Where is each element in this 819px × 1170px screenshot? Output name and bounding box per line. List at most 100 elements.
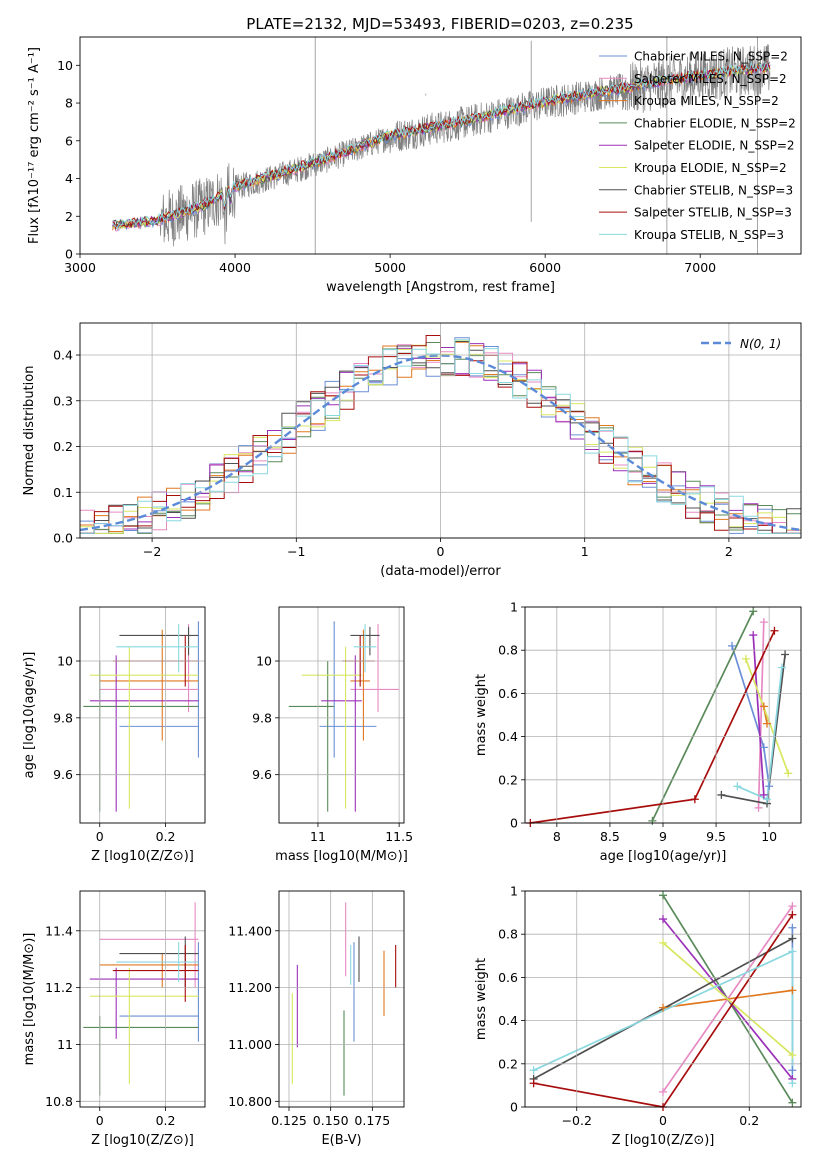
x-tick-label: 11 [310, 829, 326, 844]
y-axis-label: Normed distribution [22, 366, 37, 496]
weight-point-marker [659, 915, 667, 924]
weight-point-marker [788, 1079, 797, 1088]
weight-point-marker [763, 719, 772, 728]
y-tick-label: 9.8 [252, 710, 272, 725]
legend-label: Kroupa ELODIE, N_SSP=2 [634, 161, 787, 175]
model-spectrum-line [112, 60, 771, 231]
x-tick-label: 1 [581, 544, 589, 559]
weight-point-marker [754, 803, 763, 812]
chart-mass_vs_Z: 0 0.2 10.8 11 11.2 11.4 Z [log10(Z/Z⊙)] mass [l… [22, 890, 206, 1148]
x-tick-label: 0.2 [156, 1113, 176, 1128]
weight-point-marker [733, 782, 742, 791]
x-tick-label: 8 [553, 829, 561, 844]
axes-frame [524, 606, 802, 824]
y-tick-label: 0.4 [498, 729, 518, 744]
x-tick-label: 0 [96, 1113, 104, 1128]
observed-spectrum [112, 44, 771, 247]
x-tick-label: 3000 [64, 260, 96, 275]
weight-point-marker [659, 1087, 667, 1096]
weight-point-marker [717, 790, 726, 799]
x-tick-label: 8.5 [600, 829, 620, 844]
y-tick-label: 10.800 [228, 1094, 272, 1109]
plot-area [83, 621, 199, 812]
y-tick-label: 0.2 [53, 439, 73, 454]
weight-series-line [752, 635, 765, 795]
y-tick-label: 9.6 [53, 767, 73, 782]
y-tick-label: 0.2 [498, 1056, 518, 1071]
x-axis-label: E(B-V) [321, 1133, 361, 1148]
weight-series-line [530, 630, 776, 823]
legend-label: Kroupa MILES, N_SSP=2 [634, 94, 779, 108]
y-axis-label: Flux [fλ10⁻¹⁷ erg cm⁻² s⁻¹ A⁻¹] [27, 47, 42, 244]
y-tick-label: 1 [510, 600, 518, 615]
y-tick-label: 10 [57, 654, 73, 669]
y-tick-label: 11.000 [228, 1037, 272, 1052]
axes-frame [79, 890, 206, 1108]
weight-point-marker [781, 650, 790, 659]
residual-histogram-series [80, 339, 801, 534]
legend-label: Salpeter MILES, N_SSP=2 [634, 72, 787, 86]
y-tick-label: 0.2 [498, 772, 518, 787]
y-axis-label: mass weight [474, 674, 489, 756]
weight-point-marker [777, 663, 786, 672]
weight-point-marker [529, 1066, 538, 1075]
axes-frame [278, 606, 405, 824]
axes-frame [79, 606, 206, 824]
weight-point-marker [728, 641, 736, 650]
weight-point-marker [759, 743, 768, 752]
x-axis-label: Z [log10(Z/Z⊙)] [91, 849, 194, 864]
x-tick-label: 6000 [529, 260, 561, 275]
x-tick-label: 0.125 [271, 1113, 307, 1128]
y-tick-label: 1 [510, 884, 518, 899]
y-tick-label: 11 [57, 1037, 73, 1052]
x-tick-label: 10 [761, 829, 777, 844]
weight-point-marker [788, 902, 797, 911]
weight-point-marker [788, 934, 797, 943]
weight-point-marker [741, 654, 750, 663]
legend-label: Salpeter ELODIE, N_SSP=2 [634, 139, 795, 153]
y-tick-label: 11.2 [45, 980, 73, 995]
weight-point-marker [788, 986, 797, 995]
weight-point-marker [770, 626, 779, 635]
weight-point-marker [788, 1098, 797, 1107]
weight-point-marker [648, 816, 657, 825]
y-tick-label: 0 [65, 247, 73, 262]
plot-area [291, 902, 397, 1096]
y-axis-label: mass [log10(M/M⊙)] [22, 933, 37, 1066]
legend-label: Salpeter STELIB, N_SSP=3 [634, 206, 792, 220]
x-tick-label: 5000 [374, 260, 406, 275]
y-tick-label: 0.8 [498, 643, 518, 658]
x-axis-label: (data-model)/error [380, 564, 501, 579]
x-axis-label: Z [log10(Z/Z⊙)] [91, 1133, 194, 1148]
y-tick-label: 10 [57, 58, 73, 73]
y-tick-label: 0 [510, 816, 518, 831]
legend-label: N(0, 1) [740, 337, 781, 351]
y-tick-label: 10 [256, 654, 272, 669]
y-tick-label: 2 [65, 209, 73, 224]
y-tick-label: 0.6 [498, 970, 518, 985]
x-tick-label: 9 [659, 829, 667, 844]
chart-weight_vs_Z: −0.2 0 0.2 0 0.2 0.4 0.6 0.8 1 Z [log10(Z/Z⊙)] mas… [474, 884, 802, 1148]
y-tick-label: 0 [510, 1100, 518, 1115]
x-axis-label: Z [log10(Z/Z⊙)] [612, 1133, 715, 1148]
x-tick-label: 0 [96, 829, 104, 844]
y-tick-label: 11.200 [228, 980, 272, 995]
x-tick-label: 0.175 [354, 1113, 390, 1128]
x-tick-label: 11.5 [385, 829, 413, 844]
weight-point-marker [788, 1051, 797, 1060]
x-axis-label: age [log10(age/yr)] [600, 849, 727, 864]
x-tick-label: −1 [287, 544, 305, 559]
weight-point-marker [788, 923, 797, 932]
y-tick-label: 0.1 [53, 485, 73, 500]
axes-frame [278, 890, 405, 1108]
y-tick-label: 0.6 [498, 686, 518, 701]
x-tick-label: −2 [143, 544, 161, 559]
x-tick-label: 0.2 [156, 829, 176, 844]
plot-area [288, 621, 400, 812]
y-tick-label: 6 [65, 133, 73, 148]
y-tick-label: 0.0 [53, 531, 73, 546]
plot-area [83, 902, 199, 1096]
weight-point-marker [690, 795, 699, 804]
chart-mass_vs_ebv: 0.125 0.150 0.175 10.800 11.000 11.200 11.400 E… [228, 890, 405, 1148]
